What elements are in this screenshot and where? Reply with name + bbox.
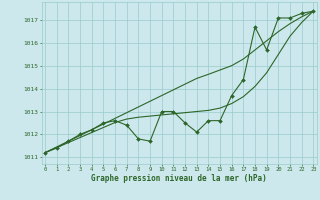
X-axis label: Graphe pression niveau de la mer (hPa): Graphe pression niveau de la mer (hPa) — [91, 174, 267, 183]
